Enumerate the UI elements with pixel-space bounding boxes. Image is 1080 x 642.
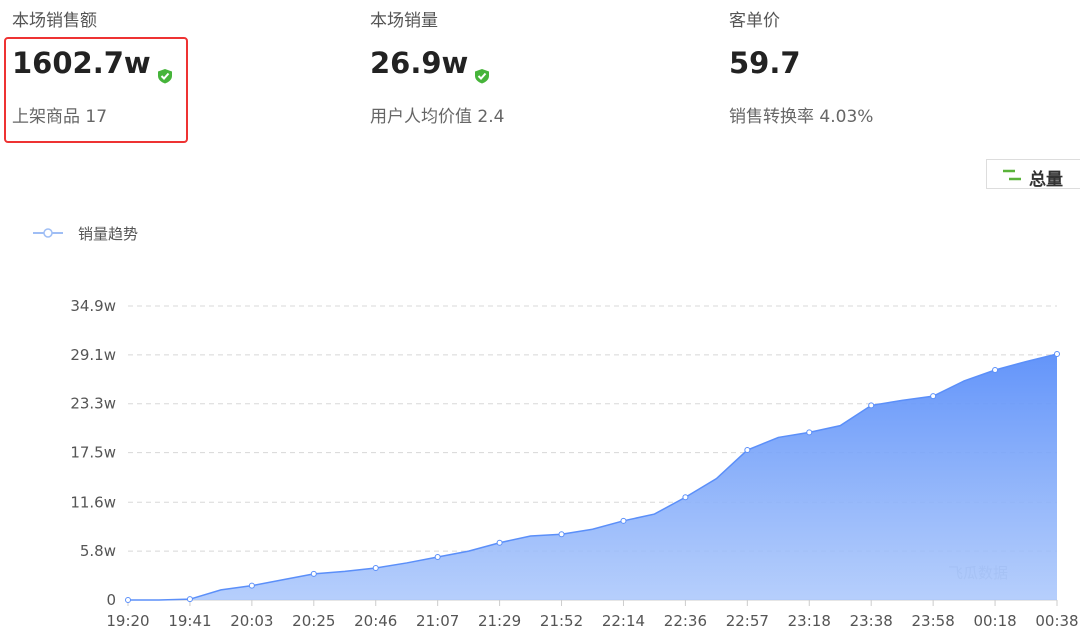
point	[806, 429, 813, 436]
x-tick-label: 21:07	[416, 612, 459, 630]
stat-label: 本场销量	[370, 11, 438, 31]
y-tick-label: 5.8w	[80, 542, 116, 560]
highlight-box	[4, 37, 188, 143]
button-label: 总量	[1029, 170, 1063, 190]
stat-value: 26.9w	[370, 46, 490, 84]
line	[128, 353, 1058, 601]
x-tick-label: 00:18	[973, 612, 1016, 630]
x-tick-label: 22:14	[602, 612, 645, 630]
point	[682, 494, 689, 501]
x-tick-label: 23:18	[788, 612, 831, 630]
point	[186, 596, 193, 603]
stat-sub: 上架商品 17	[12, 107, 108, 127]
y-tick-label: 11.6w	[70, 493, 116, 511]
stat-number: 26.9w	[370, 46, 469, 80]
point	[310, 570, 317, 577]
point	[434, 554, 441, 561]
x-tick-label: 20:46	[354, 612, 397, 630]
y-tick-label: 29.1w	[70, 346, 116, 364]
y-tick-label: 0	[106, 591, 116, 609]
total-button[interactable]: 总量	[986, 159, 1080, 190]
stat-sub: 用户人均价值 2.4	[370, 107, 505, 127]
x-tick-label: 21:52	[540, 612, 583, 630]
x-tick-label: 19:41	[168, 612, 211, 630]
x-tick-label: 20:03	[230, 612, 273, 630]
shield	[157, 69, 172, 84]
point	[1054, 351, 1060, 358]
x-tick-label: 23:38	[850, 612, 893, 630]
point	[930, 393, 937, 400]
x-tick-label: 23:58	[912, 612, 955, 630]
stat-value: 59.7	[729, 46, 801, 80]
point	[620, 517, 627, 524]
stat-number: 59.7	[729, 46, 801, 80]
shield	[475, 69, 490, 84]
x-tick-label: 19:20	[106, 612, 149, 630]
area	[128, 354, 1057, 600]
point	[496, 539, 503, 546]
stat-sub: 销售转换率 4.03%	[729, 107, 874, 127]
point	[372, 564, 379, 571]
y-tick-label: 23.3w	[70, 395, 116, 413]
verified-icon	[157, 57, 173, 84]
stat-label: 客单价	[729, 11, 780, 31]
x-tick-label: 00:38	[1035, 612, 1078, 630]
point	[744, 447, 751, 454]
x-tick-label: 22:57	[726, 612, 769, 630]
point	[125, 597, 131, 603]
point	[992, 367, 999, 374]
x-tick-label: 22:36	[664, 612, 707, 630]
stat-number: 1602.7w	[12, 46, 151, 80]
x-tick-label: 21:29	[478, 612, 521, 630]
y-tick-label: 17.5w	[70, 444, 116, 462]
x-tick-label: 20:25	[292, 612, 335, 630]
point	[248, 582, 255, 589]
y-tick-label: 34.9w	[70, 297, 116, 315]
watermark: 飞瓜数据	[948, 564, 1008, 582]
legend-marker	[43, 228, 53, 238]
point	[558, 531, 565, 538]
legend-label: 销量趋势	[78, 225, 138, 243]
point	[868, 402, 875, 409]
stat-label: 本场销售额	[12, 11, 97, 31]
verified-icon	[474, 57, 490, 84]
toggle-icon	[1003, 169, 1021, 181]
stat-value: 1602.7w	[12, 46, 173, 84]
